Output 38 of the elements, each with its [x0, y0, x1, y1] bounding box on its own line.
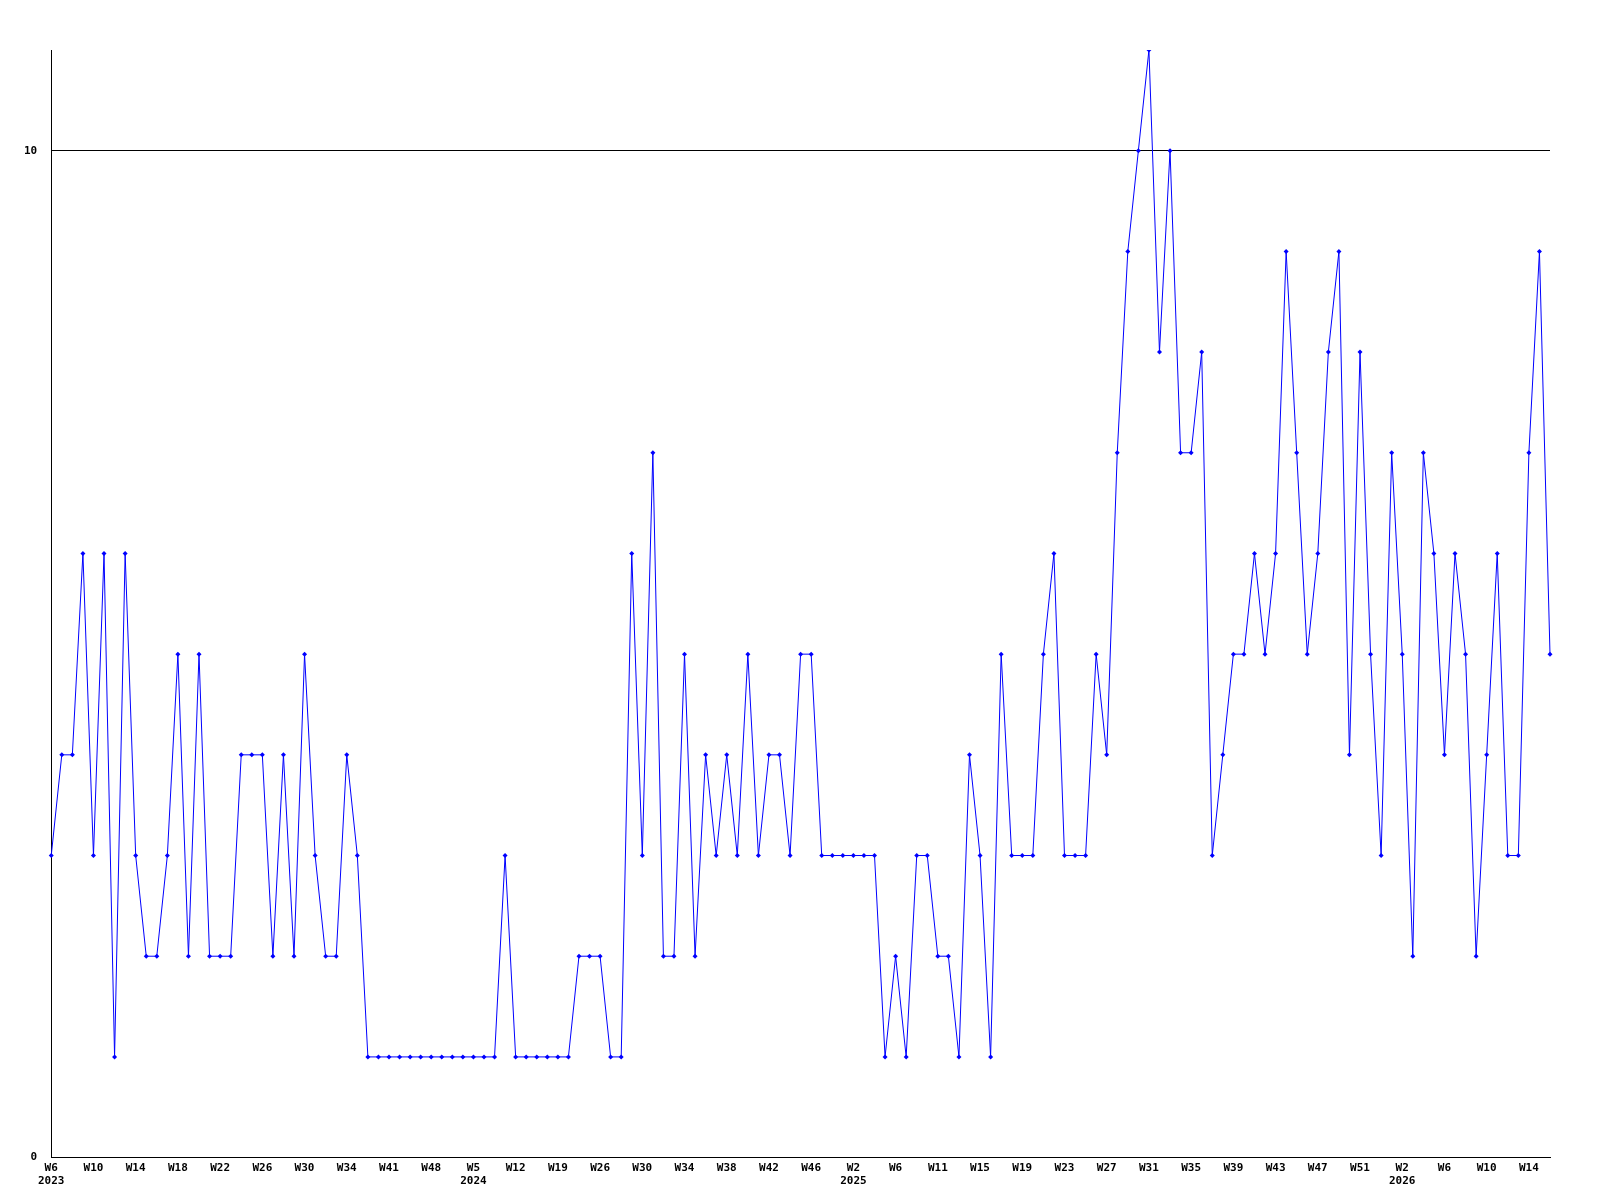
x-tick-label: W41 — [379, 1161, 400, 1175]
x-tick-label: W6 — [1437, 1161, 1452, 1175]
x-tick-label: W47 — [1307, 1161, 1328, 1175]
x-tick-label: W10 — [83, 1161, 104, 1175]
x-tick-label: W11 — [927, 1161, 949, 1175]
x-tick-label: W27 — [1096, 1161, 1117, 1175]
x-tick-label: W46 — [801, 1161, 822, 1175]
x-tick-label: W2 2026 — [1388, 1161, 1416, 1188]
x-tick-label: W19 — [547, 1161, 568, 1175]
x-tick-label: W34 — [336, 1161, 358, 1175]
x-tick-label: W19 — [1012, 1161, 1033, 1175]
x-tick-label: W38 — [716, 1161, 737, 1175]
x-tick-label: W6 2023 — [38, 1161, 65, 1188]
x-tick-label: W23 — [1054, 1161, 1075, 1175]
x-tick-label: W5 2024 — [460, 1161, 488, 1188]
x-tick-label: W48 — [421, 1161, 442, 1175]
y-tick-label: 10 — [24, 143, 38, 157]
x-tick-label: W10 — [1476, 1161, 1497, 1175]
x-tick-label: W14 — [1518, 1161, 1540, 1175]
x-tick-label: W22 — [210, 1161, 231, 1175]
x-tick-label: W26 — [252, 1161, 273, 1175]
x-tick-label: W26 — [590, 1161, 611, 1175]
x-tick-label: W12 — [505, 1161, 526, 1175]
x-tick-label: W34 — [674, 1161, 695, 1175]
x-tick-label: W51 — [1350, 1161, 1371, 1175]
x-tick-label: W31 — [1138, 1161, 1160, 1175]
x-tick-label: W30 — [632, 1161, 653, 1175]
x-tick-label: W30 — [294, 1161, 315, 1175]
x-tick-label: W14 — [125, 1161, 146, 1175]
x-tick-label: W2 2025 — [840, 1161, 867, 1188]
x-tick-label: W15 — [970, 1161, 990, 1175]
x-tick-label: W6 — [888, 1161, 903, 1175]
y-tick-label: 0 — [30, 1150, 38, 1164]
x-tick-label: W35 — [1181, 1161, 1202, 1175]
x-tick-label: W42 — [759, 1161, 779, 1175]
x-tick-label: W43 — [1265, 1161, 1286, 1175]
x-tick-label: W18 — [167, 1161, 188, 1175]
x-tick-label: W39 — [1223, 1161, 1244, 1175]
